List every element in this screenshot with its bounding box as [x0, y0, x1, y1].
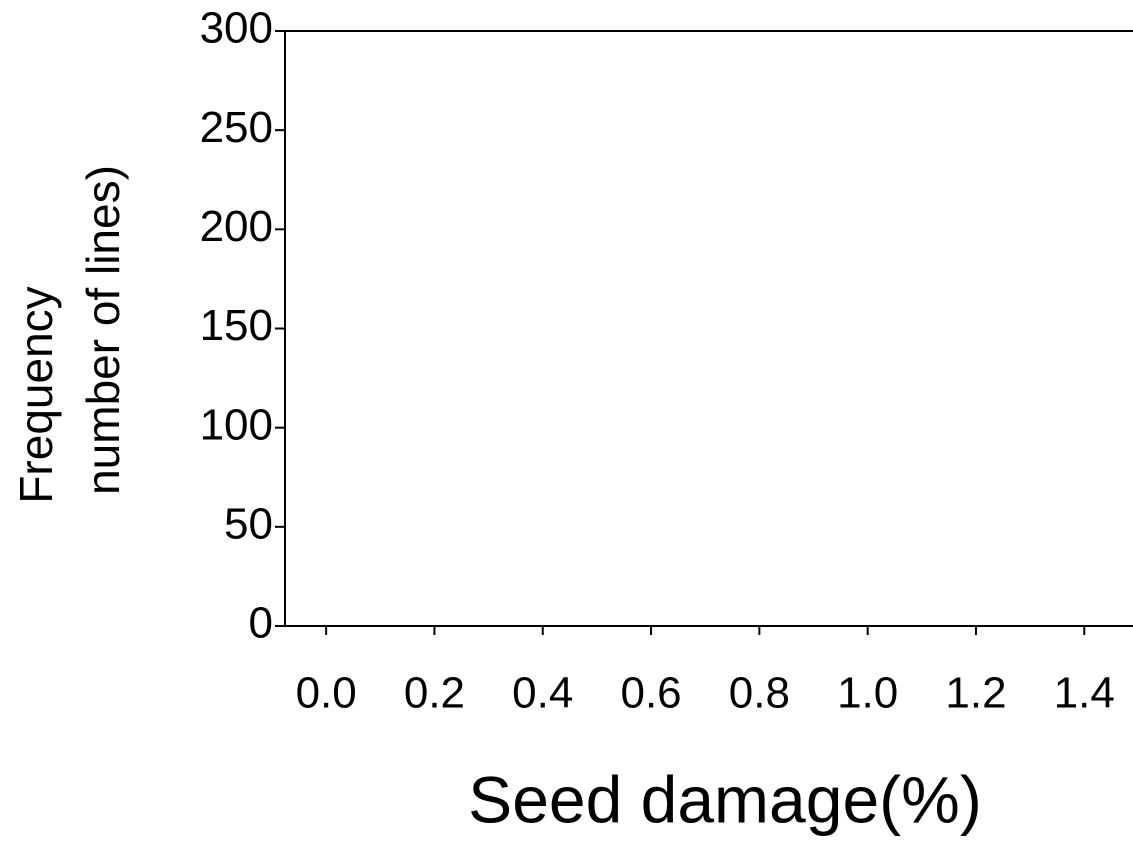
- x-tick-label: 1.0: [837, 669, 898, 718]
- y-tick-label: 250: [200, 103, 273, 152]
- y-tick-label: 200: [200, 202, 273, 251]
- x-tick-label: 1.4: [1054, 669, 1115, 718]
- x-tick-label: 0.2: [404, 669, 465, 718]
- y-tick-label: 50: [224, 499, 273, 548]
- y-tick-label: 100: [200, 400, 273, 449]
- y-tick-label: 0: [249, 599, 273, 648]
- x-tick-label: 0.4: [512, 669, 573, 718]
- y-tick-label: 150: [200, 301, 273, 350]
- y-axis-title: number of lines): [77, 165, 129, 495]
- y-axis-title: Frequency: [10, 286, 62, 503]
- y-tick-label: 300: [200, 4, 273, 53]
- x-tick-label: 0.8: [729, 669, 790, 718]
- x-tick-label: 0.0: [296, 669, 357, 718]
- x-tick-label: 1.2: [945, 669, 1006, 718]
- x-tick-label: 0.6: [620, 669, 681, 718]
- x-axis-title: Seed damage(%): [468, 762, 982, 836]
